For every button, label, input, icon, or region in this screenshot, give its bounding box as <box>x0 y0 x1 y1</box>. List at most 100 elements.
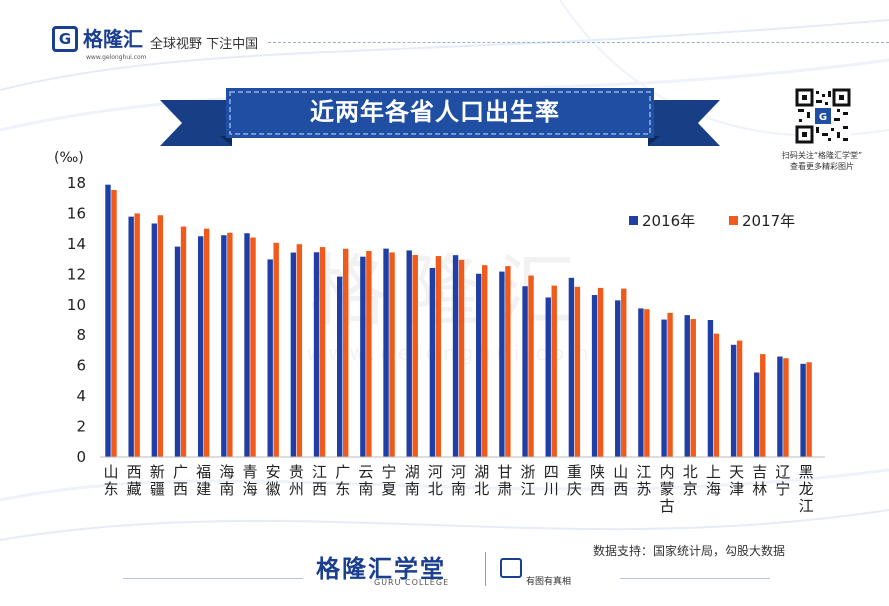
bar-2017 <box>528 275 534 457</box>
bar-2017 <box>482 265 488 457</box>
x-tick-label: 湖南 <box>405 463 420 498</box>
bar-2017 <box>574 286 581 457</box>
bar-2016 <box>800 363 806 457</box>
bar-2016 <box>174 246 181 457</box>
x-tick-label: 广东 <box>335 463 350 498</box>
legend-swatch-2016 <box>629 216 638 225</box>
bar-2017 <box>551 285 557 457</box>
bar-2016 <box>615 300 621 457</box>
qr-code-icon[interactable]: G <box>795 88 851 144</box>
bar-2017 <box>366 251 372 457</box>
x-tick-label: 江西 <box>312 463 327 498</box>
bar-2017 <box>412 255 418 457</box>
svg-text:G: G <box>819 112 827 123</box>
title-ribbon <box>160 88 720 146</box>
footer-tagline: 有图有真相 <box>526 577 572 587</box>
bar-2017 <box>203 228 210 457</box>
chart-magnifier-icon <box>500 558 522 578</box>
x-tick-label: 吉林 <box>752 463 767 498</box>
x-tick-label: 内蒙古 <box>660 463 675 515</box>
x-tick-label: 上海 <box>706 463 721 498</box>
x-tick-label: 西藏 <box>127 463 142 498</box>
bar-2017 <box>389 252 395 457</box>
bar-2016 <box>244 233 250 457</box>
bar-2016 <box>754 372 760 457</box>
bar-2016 <box>290 252 297 457</box>
y-tick-label: 16 <box>67 204 86 222</box>
bar-2017 <box>597 287 604 457</box>
bar-2017 <box>157 215 164 457</box>
footer-divider <box>485 552 486 586</box>
bar-2016 <box>661 319 667 457</box>
x-tick-label: 浙江 <box>521 463 536 498</box>
header-divider <box>268 42 889 43</box>
x-tick-label: 河南 <box>451 463 466 498</box>
qr-caption: 扫码关注“格隆汇学堂” 查看更多精彩图片 <box>760 150 884 172</box>
y-tick-label: 6 <box>76 357 86 375</box>
chart-title: 近两年各省人口出生率 <box>310 98 560 126</box>
x-tick-label: 贵州 <box>289 463 304 498</box>
legend-label-2016: 2016年 <box>642 212 695 230</box>
y-tick-label: 2 <box>76 418 86 436</box>
bar-2016 <box>105 184 111 458</box>
x-tick-label: 陕西 <box>590 463 605 498</box>
x-tick-label: 福建 <box>196 463 211 498</box>
bar-2017 <box>273 242 279 457</box>
bar-2016 <box>197 236 204 457</box>
bar-2016 <box>522 286 528 457</box>
bar-2016 <box>267 259 273 457</box>
bar-2017 <box>783 358 789 457</box>
x-tick-label: 新疆 <box>150 463 165 498</box>
x-tick-label: 甘肃 <box>497 463 512 498</box>
bar-2016 <box>730 344 737 457</box>
bar-2017 <box>458 259 465 457</box>
legend-swatch-2017 <box>729 216 738 225</box>
bar-2017 <box>760 354 766 457</box>
y-tick-label: 12 <box>67 265 86 283</box>
x-tick-label: 山西 <box>613 463 628 498</box>
brand-logo: G 格隆汇 www.gelonghui.com <box>52 26 147 61</box>
x-tick-label: 辽宁 <box>775 463 790 498</box>
bar-2017 <box>505 266 511 457</box>
bar-2016 <box>476 273 482 457</box>
qr-caption-line-2: 查看更多精彩图片 <box>790 162 854 171</box>
x-tick-label: 山东 <box>103 463 118 498</box>
logo-url: www.gelonghui.com <box>86 54 147 61</box>
bar-2016 <box>360 256 366 457</box>
x-tick-label: 河北 <box>428 463 443 498</box>
x-tick-label: 天津 <box>729 463 744 498</box>
data-source: 数据支持：国家统计局，勾股大数据 <box>593 544 786 558</box>
footer-line-left <box>123 578 303 579</box>
y-tick-label: 4 <box>76 387 86 405</box>
x-tick-label: 重庆 <box>567 463 582 498</box>
bar-2016 <box>128 216 134 457</box>
bar-2016 <box>545 297 551 457</box>
y-tick-label: 10 <box>67 296 86 314</box>
bar-2017 <box>343 248 349 457</box>
bar-2016 <box>151 223 158 457</box>
x-tick-label: 云南 <box>358 463 373 498</box>
bar-2017 <box>667 312 673 457</box>
x-tick-label: 青海 <box>243 463 258 498</box>
x-tick-label: 安徽 <box>266 463 281 498</box>
bar-2017 <box>134 213 140 457</box>
bar-2017 <box>736 340 743 457</box>
bar-2017 <box>806 362 812 457</box>
watermark-url: www.gelonghui.com <box>307 341 594 365</box>
logo-icon: G <box>52 26 78 52</box>
x-tick-label: 江苏 <box>636 463 651 498</box>
bar-2017 <box>227 232 233 457</box>
legend: 2016年 2017年 <box>629 212 795 230</box>
x-tick-label: 海南 <box>219 463 234 498</box>
footer-brand: 格隆汇学堂 <box>316 555 446 583</box>
bar-2016 <box>429 267 436 457</box>
slogan: 全球视野 下注中国 <box>150 37 259 52</box>
bar-2016 <box>337 276 343 457</box>
bar-2017 <box>296 244 303 457</box>
x-tick-label: 北京 <box>683 463 698 498</box>
bar-2016 <box>591 295 598 457</box>
x-tick-label: 广西 <box>173 463 188 498</box>
bar-2016 <box>221 235 227 457</box>
bar-2017 <box>644 309 650 457</box>
